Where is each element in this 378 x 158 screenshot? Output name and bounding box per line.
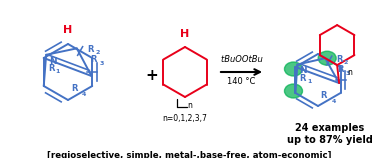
Ellipse shape	[318, 51, 336, 65]
Text: n: n	[187, 100, 192, 109]
Text: N: N	[49, 57, 57, 66]
Text: n: n	[347, 68, 352, 77]
Text: 3: 3	[99, 61, 104, 67]
Text: R: R	[48, 64, 54, 73]
Text: 4: 4	[82, 91, 87, 97]
Text: H: H	[180, 29, 190, 39]
Text: N: N	[299, 66, 307, 75]
Text: up to 87% yield: up to 87% yield	[287, 135, 373, 145]
Text: 2: 2	[96, 50, 100, 55]
Text: [regioselective, simple, metal-,base-free, atom-economic]: [regioselective, simple, metal-,base-fre…	[47, 151, 331, 158]
Text: 1: 1	[307, 79, 311, 84]
Text: tBuOO⁠tBu: tBuOO⁠tBu	[221, 55, 262, 64]
Text: 3: 3	[346, 71, 350, 76]
Text: R: R	[90, 55, 97, 64]
Text: n=0,1,2,3,7: n=0,1,2,3,7	[163, 115, 208, 124]
Text: 140 °C: 140 °C	[227, 76, 256, 85]
Text: H: H	[64, 25, 73, 35]
Text: R: R	[72, 83, 78, 92]
Text: 24 examples: 24 examples	[295, 123, 365, 133]
Text: 2: 2	[344, 60, 349, 65]
Text: 1: 1	[55, 69, 59, 74]
Ellipse shape	[285, 62, 302, 76]
Text: R: R	[299, 74, 305, 83]
Text: R: R	[337, 65, 343, 74]
Text: R: R	[320, 91, 327, 100]
Text: R: R	[88, 45, 94, 54]
Text: R: R	[336, 55, 342, 64]
Text: +: +	[146, 67, 158, 82]
Ellipse shape	[285, 84, 302, 98]
Text: 4: 4	[332, 98, 336, 103]
